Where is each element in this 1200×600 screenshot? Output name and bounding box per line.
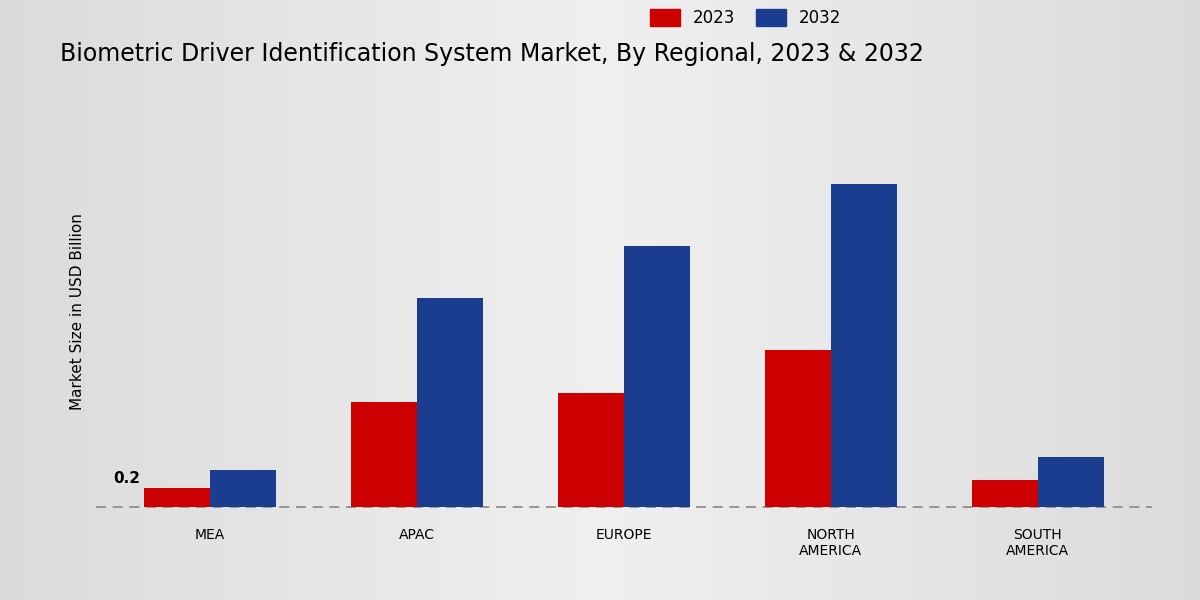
Bar bbox=[558, 392, 624, 506]
Y-axis label: Market Size in USD Billion: Market Size in USD Billion bbox=[70, 214, 85, 410]
Legend: 2023, 2032: 2023, 2032 bbox=[643, 2, 848, 34]
Bar bbox=[830, 184, 898, 506]
Bar bbox=[972, 480, 1038, 506]
Bar bbox=[418, 298, 484, 506]
Bar bbox=[1038, 457, 1104, 506]
Bar bbox=[350, 402, 418, 506]
Bar bbox=[764, 350, 830, 506]
Bar bbox=[624, 245, 690, 506]
Bar bbox=[144, 488, 210, 506]
Bar bbox=[210, 470, 276, 506]
Text: 0.2: 0.2 bbox=[113, 471, 140, 486]
Text: Biometric Driver Identification System Market, By Regional, 2023 & 2032: Biometric Driver Identification System M… bbox=[60, 42, 924, 66]
